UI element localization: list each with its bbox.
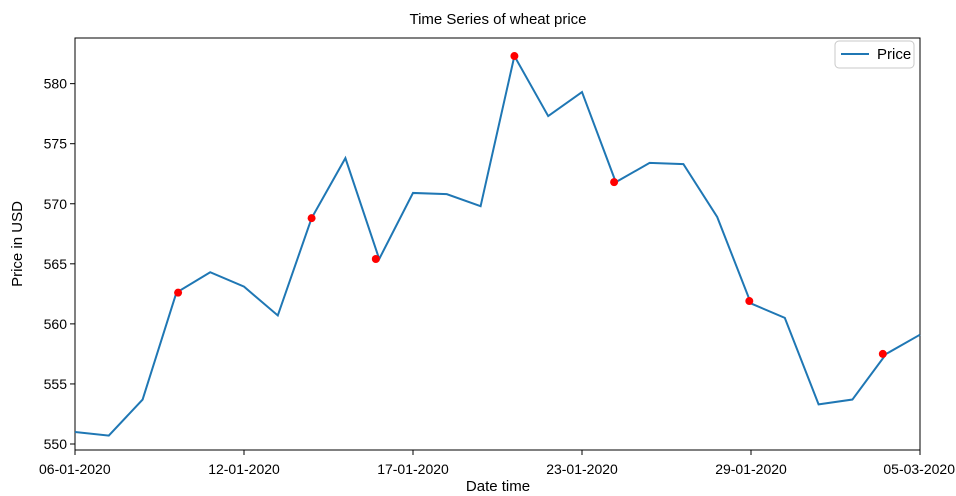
chart-title: Time Series of wheat price	[409, 11, 586, 28]
legend-label-price: Price	[877, 46, 911, 63]
y-axis-label: Price in USD	[9, 201, 26, 287]
x-tick-label: 17-01-2020	[377, 461, 449, 477]
series-line-price	[74, 53, 921, 437]
highlight-point	[745, 297, 754, 306]
highlight-point	[510, 52, 519, 61]
highlight-point	[307, 214, 316, 223]
legend: Price	[834, 40, 915, 69]
y-tick-label: 555	[44, 376, 68, 392]
y-tick-label: 550	[44, 436, 68, 452]
x-axis-label: Date time	[466, 478, 530, 495]
x-tick-label: 23-01-2020	[546, 461, 618, 477]
highlight-point	[878, 349, 887, 358]
x-tick-label: 12-01-2020	[208, 461, 280, 477]
highlight-point	[610, 178, 619, 187]
plot-frame	[74, 37, 921, 451]
highlight-point	[371, 255, 380, 264]
x-tick-label: 05-03-2020	[883, 461, 955, 477]
x-axis: 06-01-2020 12-01-2020 17-01-2020 23-01-2020…	[39, 450, 955, 477]
y-tick-label: 570	[44, 196, 68, 212]
y-axis: 550 555 560 565 570 575 580	[44, 76, 75, 452]
x-tick-label: 29-01-2020	[715, 461, 787, 477]
highlight-point	[174, 288, 183, 297]
highlight-points	[174, 52, 887, 358]
y-tick-label: 560	[44, 316, 68, 332]
y-tick-label: 575	[44, 136, 68, 152]
y-tick-label: 580	[44, 76, 68, 92]
legend-box	[834, 40, 915, 69]
x-tick-label: 06-01-2020	[39, 461, 111, 477]
y-tick-label: 565	[44, 256, 68, 272]
